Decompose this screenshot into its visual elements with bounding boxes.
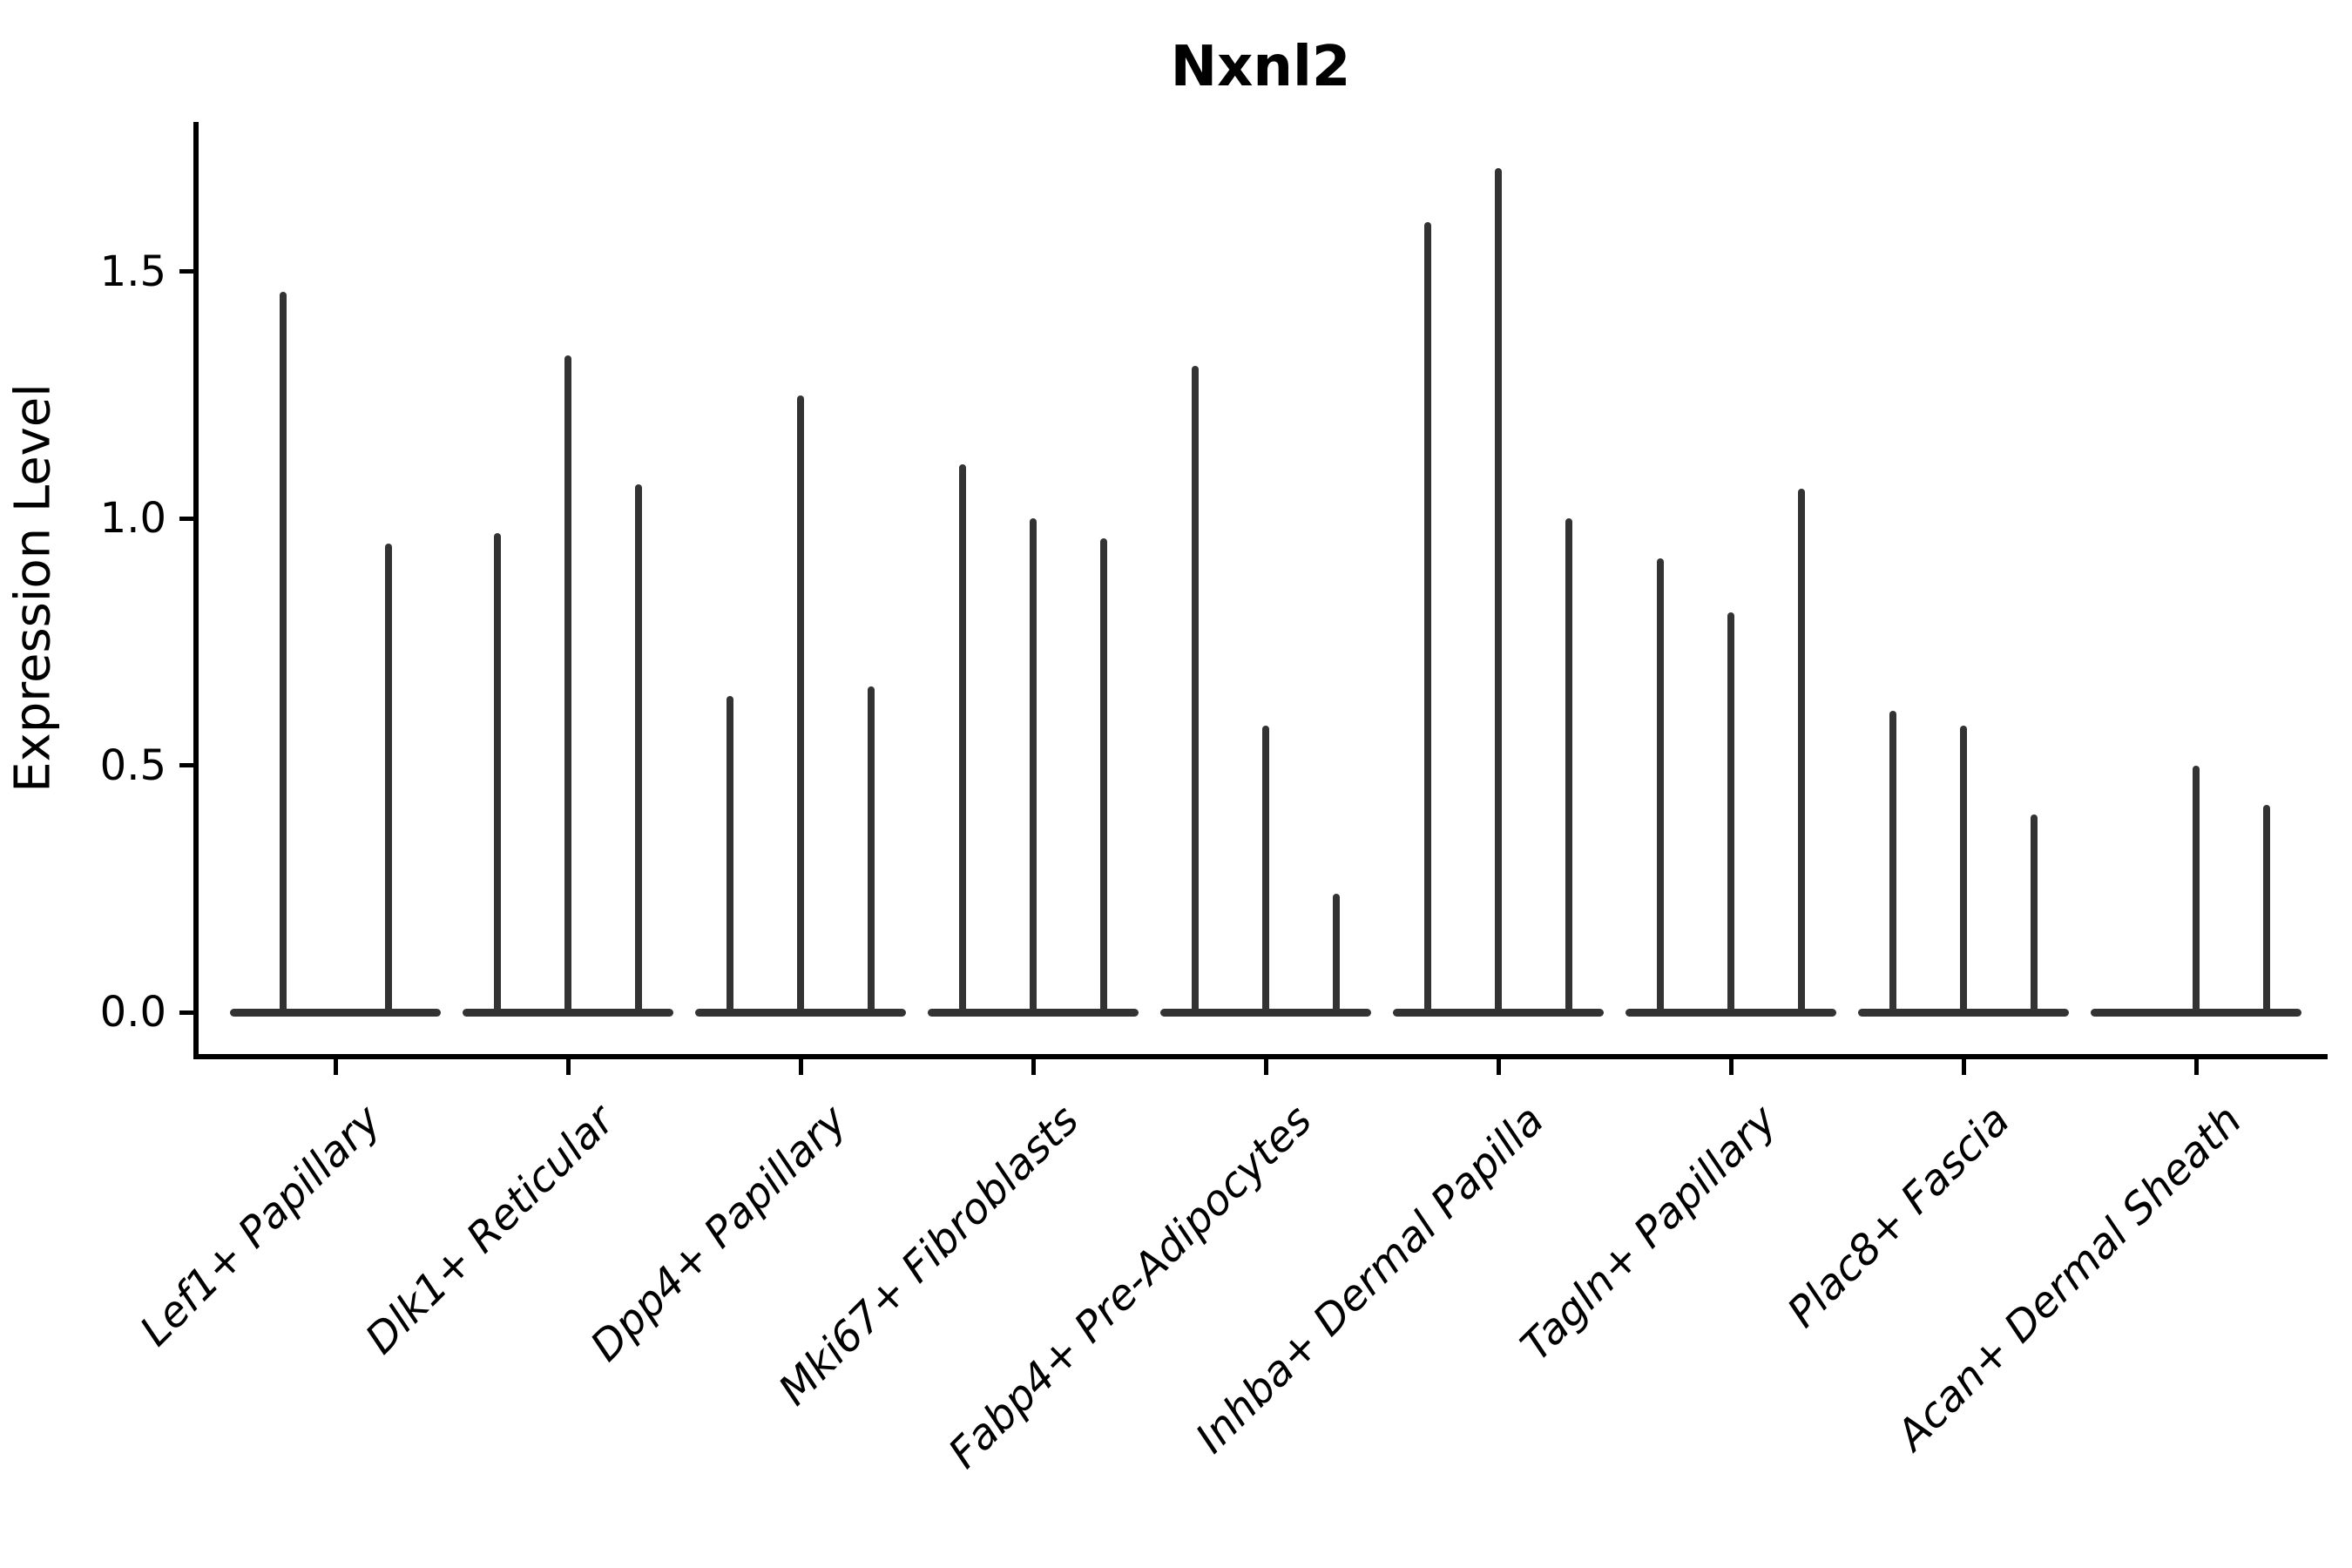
violin-spike: [1727, 612, 1734, 1017]
x-tick-label: Dlk1+ Reticular: [355, 1096, 624, 1364]
x-tick-label: Plac8+ Fascia: [1777, 1096, 2019, 1337]
x-tick-label: Lef1+ Papillary: [131, 1096, 391, 1356]
violin-spike: [1332, 893, 1340, 1017]
violin-spike: [727, 696, 734, 1017]
violin-spike: [1797, 489, 1805, 1017]
y-tick-label: 1.0: [99, 494, 166, 544]
violin-spike: [959, 463, 967, 1017]
x-tick-mark: [1496, 1059, 1501, 1075]
violin-spike: [1495, 167, 1502, 1017]
y-tick-label: 0.0: [99, 988, 166, 1037]
violin-spike: [564, 355, 571, 1017]
violin-spike: [1960, 726, 1967, 1017]
violin-body: [230, 1008, 441, 1017]
y-axis-line: [193, 122, 199, 1059]
violin-spike: [1889, 711, 1897, 1017]
x-tick-mark: [1961, 1059, 1966, 1075]
y-tick-label: 1.5: [99, 247, 166, 296]
x-tick-mark: [1728, 1059, 1734, 1075]
violin-spike: [2193, 765, 2200, 1017]
violin-spike: [1657, 558, 1665, 1017]
violin-spike: [1424, 222, 1432, 1017]
x-tick-mark: [798, 1059, 803, 1075]
violin-spike: [634, 483, 642, 1017]
x-tick-label: Dpp4+ Papillary: [581, 1096, 856, 1371]
y-tick-mark: [179, 269, 196, 274]
violin-spike: [1565, 518, 1572, 1017]
x-tick-mark: [565, 1059, 571, 1075]
y-tick-mark: [179, 1010, 196, 1015]
violin-spike: [384, 543, 392, 1017]
violin-spike: [279, 291, 287, 1017]
violin-spike: [2030, 814, 2038, 1017]
violin-spike: [867, 686, 875, 1017]
violin-spike: [797, 395, 804, 1017]
x-tick-mark: [2193, 1059, 2199, 1075]
x-tick-mark: [333, 1059, 338, 1075]
violin-spike: [2262, 804, 2270, 1017]
chart-title: Nxnl2: [1170, 35, 1351, 99]
y-tick-label: 0.5: [99, 740, 166, 790]
x-tick-mark: [1031, 1059, 1036, 1075]
x-tick-mark: [1263, 1059, 1268, 1075]
x-tick-label: Tagln+ Papillary: [1511, 1096, 1787, 1371]
x-axis-line: [193, 1054, 2328, 1059]
y-tick-mark: [179, 763, 196, 768]
violin-spike: [494, 533, 502, 1017]
y-tick-mark: [179, 516, 196, 521]
violin-spike: [1030, 518, 1037, 1017]
y-axis-label: Expression Level: [4, 383, 62, 793]
violin-spike: [1099, 537, 1107, 1017]
violin-spike: [1262, 726, 1269, 1017]
violin-spike: [1192, 365, 1200, 1017]
